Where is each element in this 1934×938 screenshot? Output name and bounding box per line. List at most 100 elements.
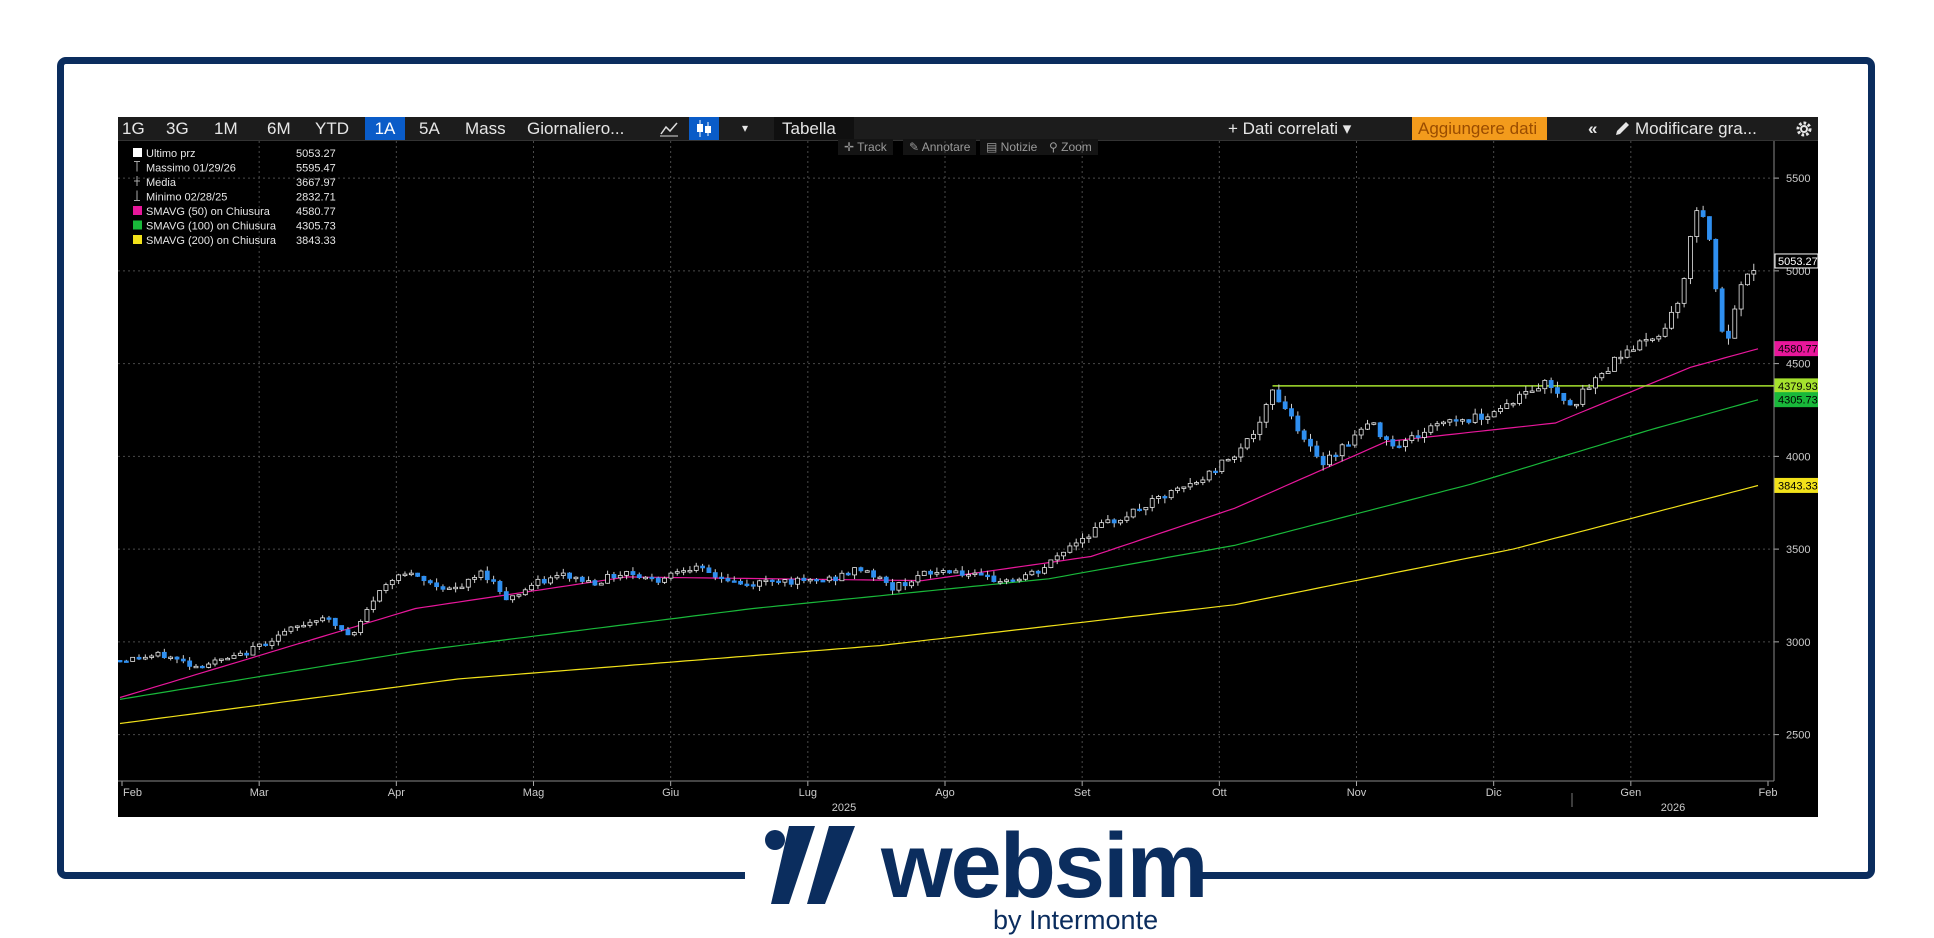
- x-tick-label: Ago: [935, 787, 955, 799]
- sma50-line: [119, 348, 1759, 699]
- candle-up: [1637, 340, 1643, 351]
- candle-up: [782, 579, 788, 583]
- price-chart[interactable]: 2500 3000 3500 4000 4500 5000 5500 Feb Mar Apr Mag…: [118, 117, 1818, 817]
- candle-down: [871, 570, 876, 578]
- legend-value: 2832.71: [296, 192, 336, 204]
- candle-up: [1434, 423, 1440, 427]
- candle-up: [1669, 311, 1674, 329]
- candle-up: [1092, 527, 1098, 538]
- line-chart-icon[interactable]: [658, 117, 684, 140]
- candle-up: [1491, 411, 1497, 418]
- edit-chart-button[interactable]: Modificare gra...: [1635, 119, 1757, 138]
- frequency-select[interactable]: Giornaliero...: [527, 119, 625, 138]
- candle-up: [1181, 486, 1187, 489]
- candle-up: [212, 659, 218, 665]
- candle-up: [231, 654, 237, 659]
- candle-up: [1605, 370, 1611, 374]
- x-tick-label: Mar: [250, 787, 269, 799]
- range-5a[interactable]: 5A: [419, 119, 440, 138]
- candle-up: [446, 587, 452, 590]
- candle-down: [491, 579, 497, 582]
- candle-up: [396, 574, 402, 581]
- range-ytd[interactable]: YTD: [315, 119, 349, 138]
- candle-down: [1713, 238, 1719, 290]
- candle-up: [826, 576, 832, 582]
- candle-down: [719, 576, 724, 580]
- candle-up: [472, 577, 478, 580]
- candle-up: [1612, 356, 1617, 372]
- range-6m[interactable]: 6M: [267, 119, 291, 138]
- year-label: 2026: [1661, 802, 1685, 814]
- range-1a[interactable]: 1A: [365, 117, 405, 140]
- candle-down: [744, 583, 750, 586]
- candle-down: [421, 575, 427, 582]
- candle-down: [959, 570, 965, 576]
- candle-up: [389, 580, 395, 586]
- websim-logo-icon: [765, 826, 855, 904]
- candle-up: [1694, 210, 1700, 237]
- candle-down: [833, 576, 838, 582]
- chart-type-dropdown[interactable]: ▾: [742, 121, 749, 135]
- candle-up: [453, 586, 459, 590]
- candle-up: [1631, 349, 1636, 352]
- x-tick-label: Feb: [123, 787, 142, 799]
- candle-down: [484, 570, 490, 581]
- candle-up: [1004, 579, 1009, 582]
- candle-up: [864, 570, 870, 573]
- range-3g[interactable]: 3G: [166, 119, 189, 138]
- y-tick-label: 4500: [1786, 359, 1810, 371]
- candle-up: [1016, 578, 1022, 582]
- pencil-icon[interactable]: [1612, 117, 1634, 140]
- candle-down: [541, 578, 547, 584]
- legend-label: SMAVG (200) on Chiusura: [146, 235, 277, 247]
- candle-up: [370, 600, 376, 610]
- candle-up: [408, 572, 414, 576]
- candle-up: [1422, 431, 1427, 438]
- mass-button[interactable]: Mass: [465, 119, 506, 138]
- candle-up: [1593, 377, 1598, 389]
- candle-down: [1726, 330, 1731, 339]
- candle-up: [966, 574, 971, 577]
- candle-down: [1282, 401, 1288, 410]
- legend-value: 3843.33: [296, 235, 336, 247]
- candle-down: [769, 579, 775, 582]
- candle-up: [909, 581, 914, 587]
- table-button[interactable]: Tabella: [774, 117, 854, 140]
- legend-label: Minimo 02/28/25: [146, 192, 227, 204]
- candle-down: [1561, 392, 1567, 401]
- range-1g[interactable]: 1G: [122, 119, 145, 138]
- candle-down: [1333, 454, 1339, 458]
- price-tag: [1774, 392, 1818, 408]
- candle-up: [1688, 236, 1693, 279]
- candle-up: [953, 570, 959, 574]
- candle-down: [415, 572, 421, 577]
- candle-up: [377, 590, 383, 602]
- related-data-button[interactable]: + Dati correlati ▾: [1228, 119, 1352, 138]
- collapse-icon[interactable]: «: [1588, 119, 1598, 138]
- candle-up: [237, 652, 243, 656]
- candle-up: [459, 586, 465, 590]
- candle-up: [465, 578, 471, 588]
- news-tool[interactable]: ▤ Notizie: [980, 139, 1044, 155]
- zoom-tool[interactable]: ⚲ Zoom: [1043, 139, 1098, 155]
- candle-up: [529, 584, 535, 591]
- candle-down: [123, 660, 129, 663]
- candle-up: [1650, 338, 1655, 341]
- candle-down: [649, 576, 655, 580]
- candle-up: [1643, 339, 1649, 342]
- add-data-input[interactable]: Aggiungere dati: [1412, 117, 1547, 140]
- legend-swatch: [133, 220, 142, 230]
- candle-up: [1118, 519, 1123, 524]
- candle-up: [364, 609, 370, 622]
- candlestick-icon[interactable]: [689, 117, 719, 140]
- candle-up: [1618, 356, 1624, 360]
- annotate-tool[interactable]: ✎ Annotare: [903, 139, 977, 155]
- candle-up: [130, 656, 136, 662]
- range-1m[interactable]: 1M: [214, 119, 238, 138]
- candle-down: [991, 575, 997, 583]
- candle-up: [1409, 435, 1415, 441]
- candle-up: [282, 630, 288, 636]
- track-tool[interactable]: ✛ Track: [838, 139, 893, 155]
- settings-gear-icon[interactable]: [1794, 117, 1816, 140]
- candle-up: [674, 571, 680, 574]
